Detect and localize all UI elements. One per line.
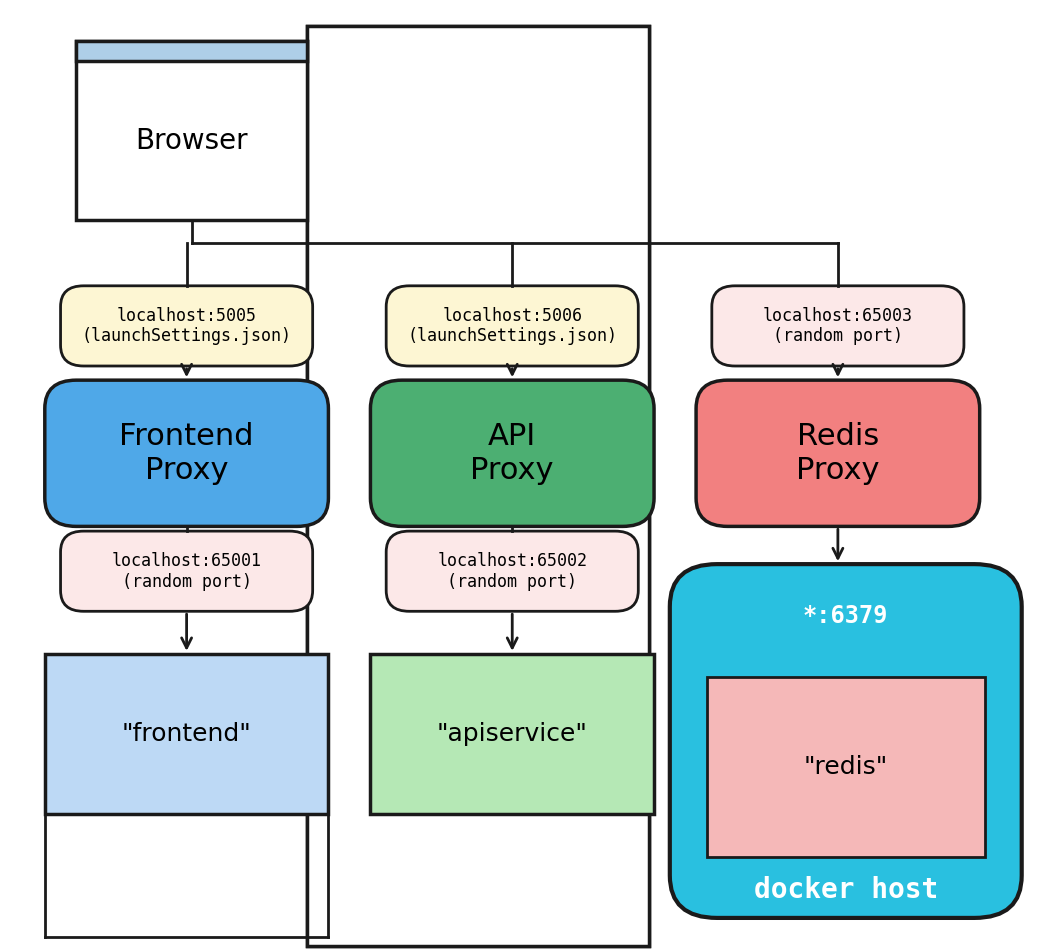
Bar [44,654,328,814]
FancyBboxPatch shape [44,381,328,527]
Text: localhost:5006
(launchSettings.json): localhost:5006 (launchSettings.json) [408,307,618,345]
Text: docker host: docker host [754,876,938,903]
Text: *:6379: *:6379 [803,604,888,628]
Text: "apiservice": "apiservice" [437,722,588,746]
Text: Redis
Proxy: Redis Proxy [796,422,880,485]
FancyBboxPatch shape [386,531,638,611]
FancyBboxPatch shape [386,286,638,366]
Text: "redis": "redis" [804,755,888,779]
Bar [76,41,307,62]
Bar [706,678,985,857]
FancyBboxPatch shape [712,286,964,366]
FancyBboxPatch shape [371,381,654,527]
Bar [76,41,307,220]
Text: API
Proxy: API Proxy [471,422,554,485]
Text: localhost:65001
(random port): localhost:65001 (random port) [112,551,262,590]
Bar [371,654,654,814]
Text: localhost:5005
(launchSettings.json): localhost:5005 (launchSettings.json) [81,307,291,345]
Text: localhost:65003
(random port): localhost:65003 (random port) [762,307,912,345]
FancyBboxPatch shape [60,286,313,366]
Text: Frontend
Proxy: Frontend Proxy [119,422,253,485]
FancyBboxPatch shape [60,531,313,611]
Text: Browser: Browser [135,126,248,155]
Text: "frontend": "frontend" [121,722,251,746]
FancyBboxPatch shape [670,564,1022,918]
FancyBboxPatch shape [696,381,980,527]
Bar [307,27,648,946]
Text: localhost:65002
(random port): localhost:65002 (random port) [437,551,587,590]
Bar [307,27,648,946]
